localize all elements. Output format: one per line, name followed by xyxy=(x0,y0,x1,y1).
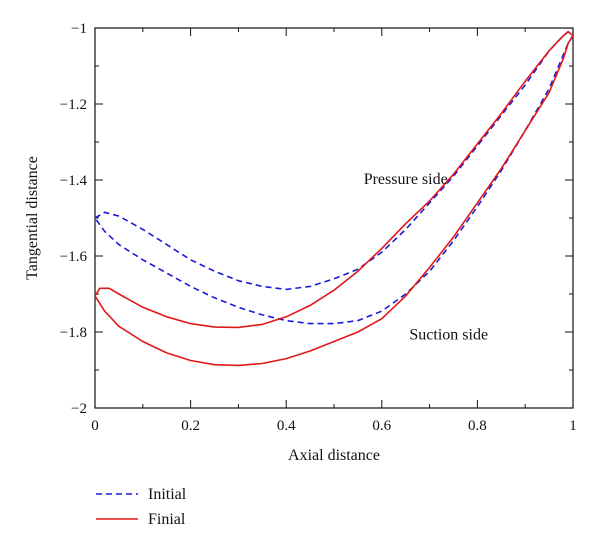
x-tick-label: 0.2 xyxy=(181,418,200,434)
legend-label-finial: Finial xyxy=(148,511,186,528)
y-tick-label: −1.8 xyxy=(60,325,87,341)
x-tick-label: 1 xyxy=(569,418,577,434)
y-axis: −2 −1.8 −1.6 −1.4 −1.2 −1 xyxy=(60,21,573,417)
x-axis: 0 0.2 0.4 0.6 0.8 1 xyxy=(91,28,577,434)
legend-label-initial: Initial xyxy=(148,486,187,503)
annotation-pressure-side: Pressure side xyxy=(364,171,448,188)
x-tick-label: 0 xyxy=(91,418,99,434)
x-axis-title: Axial distance xyxy=(288,447,380,464)
series-line-initial xyxy=(94,30,574,325)
y-tick-label: −1.6 xyxy=(60,249,88,265)
y-tick-label: −1.4 xyxy=(60,173,88,189)
annotation-suction-side: Suction side xyxy=(409,327,488,344)
legend: Initial Finial xyxy=(96,486,187,528)
plot-frame xyxy=(94,27,574,409)
y-tick-label: −2 xyxy=(71,401,87,417)
y-axis-title: Tangential distance xyxy=(24,156,41,280)
series-layer xyxy=(94,30,574,367)
x-tick-label: 0.6 xyxy=(372,418,391,434)
x-tick-label: 0.4 xyxy=(277,418,296,434)
y-tick-label: −1 xyxy=(71,21,87,37)
series-line-finial xyxy=(94,30,574,367)
y-tick-label: −1.2 xyxy=(60,97,87,113)
x-tick-label: 0.8 xyxy=(468,418,487,434)
